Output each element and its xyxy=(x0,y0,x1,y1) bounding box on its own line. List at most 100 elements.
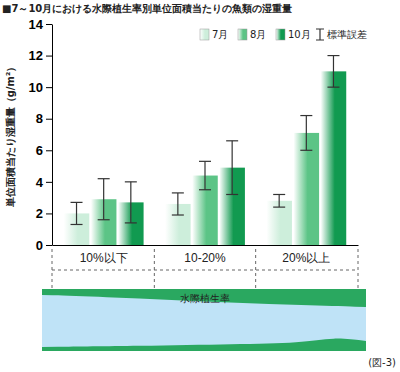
error-bar xyxy=(98,179,110,220)
y-tick-mark xyxy=(46,119,52,120)
river-bank xyxy=(42,339,366,351)
error-bar-cap xyxy=(172,192,184,193)
error-bar-cap xyxy=(172,214,184,215)
error-bar-cap xyxy=(199,161,211,162)
error-bar-cap xyxy=(273,207,285,208)
series xyxy=(64,193,292,245)
x-tick: 20%以上 xyxy=(282,251,330,265)
y-tick-label: 10 xyxy=(29,80,43,95)
error-bar xyxy=(71,202,83,224)
legend-swatch xyxy=(200,29,209,40)
error-bar-cap xyxy=(98,178,110,179)
chart: ■7～10月における水際植生率別単位面積当たりの魚類の湿重量 0 2 4 6 8 10 12 1… xyxy=(0,0,400,372)
y-tick-mark xyxy=(46,150,52,151)
error-bar xyxy=(273,194,285,207)
legend-error-symbol xyxy=(316,29,324,40)
y-axis-title: 単位面積当たり湿重量（g/m²） xyxy=(5,62,16,209)
error-bar-cap xyxy=(273,194,285,195)
river-water xyxy=(42,289,366,351)
separator-line xyxy=(52,249,53,289)
error-bar-cap xyxy=(98,219,110,220)
river-bank xyxy=(42,289,366,307)
x-tick: 10-20% xyxy=(184,251,226,265)
y-tick-label: 12 xyxy=(29,48,43,63)
separator-line xyxy=(358,249,359,289)
bar xyxy=(266,201,292,245)
bar xyxy=(321,71,347,245)
error-bar-cap xyxy=(71,202,83,203)
y-tick: 6 xyxy=(36,143,52,158)
error-bar xyxy=(199,161,211,189)
y-tick: 14 xyxy=(29,17,52,32)
error-bar-stem xyxy=(177,193,178,215)
y-tick-label: 14 xyxy=(29,17,44,32)
figure-number: (図-3) xyxy=(368,357,396,368)
legend-label: 10月 xyxy=(288,29,311,40)
y-tick-mark xyxy=(46,24,52,25)
x-axis: 10%以下 10-20% 20%以上 xyxy=(53,246,359,266)
error-bar-cap xyxy=(327,87,339,88)
error-bar-cap xyxy=(125,181,137,182)
y-tick: 0 xyxy=(36,238,52,253)
x-tick-label: 10-20% xyxy=(184,251,226,265)
x-axis-line xyxy=(53,245,359,246)
legend-label: 8月 xyxy=(250,29,266,40)
y-tick: 8 xyxy=(36,111,52,126)
legend-swatch xyxy=(276,29,285,40)
river-illustration xyxy=(42,289,366,351)
y-tick-mark xyxy=(46,87,52,88)
y-tick-label: 8 xyxy=(36,111,43,126)
error-bar xyxy=(327,56,339,88)
error-bar xyxy=(226,141,238,195)
y-tick-label: 2 xyxy=(36,206,43,221)
y-tick-mark xyxy=(46,213,52,214)
x-tick: 10%以下 xyxy=(80,251,128,265)
error-bar xyxy=(172,193,184,215)
error-bar-cap xyxy=(327,55,339,56)
y-tick-label: 0 xyxy=(36,238,43,253)
error-bar-stem xyxy=(130,182,131,223)
error-bar-cap xyxy=(226,140,238,141)
separator-line xyxy=(255,249,256,289)
y-tick-mark xyxy=(46,182,52,183)
error-bar-stem xyxy=(103,179,104,220)
legend-label: 7月 xyxy=(212,29,228,40)
plot-area: 0 2 4 6 8 10 12 14 10%以下 10-20% 20%以上 xyxy=(29,17,359,266)
y-tick: 10 xyxy=(29,80,52,95)
error-bar-stem xyxy=(232,141,233,195)
error-bar-stem xyxy=(204,161,205,189)
error-bar-stem xyxy=(76,202,77,224)
separators xyxy=(52,249,358,289)
error-bar-cap xyxy=(199,189,211,190)
error-bar-stem xyxy=(279,194,280,207)
legend-error-label: 標準誤差 xyxy=(327,29,367,40)
y-tick: 4 xyxy=(36,175,52,190)
y-tick-mark xyxy=(46,245,52,246)
series xyxy=(91,116,319,245)
y-tick-label: 4 xyxy=(36,175,44,190)
legend: 7月 8月 10月 標準誤差 xyxy=(200,29,367,40)
title: ■7～10月における水際植生率別単位面積当たりの魚類の湿重量 xyxy=(2,3,292,15)
y-tick-mark xyxy=(46,56,52,57)
separator-line xyxy=(154,249,155,289)
error-bar-cap xyxy=(300,115,312,116)
x-tick-label: 10%以下 xyxy=(80,251,128,265)
x-axis-title: 水際植生率 xyxy=(180,293,230,304)
error-bar-stem xyxy=(333,56,334,88)
x-tick-label: 20%以上 xyxy=(282,251,330,265)
bar xyxy=(294,133,320,245)
y-tick-label: 6 xyxy=(36,143,43,158)
error-bar-cap xyxy=(226,194,238,195)
bars xyxy=(64,56,346,245)
separator-line xyxy=(52,270,358,271)
y-axis-line xyxy=(52,25,53,246)
error-bar-stem xyxy=(306,116,307,151)
series xyxy=(118,56,346,245)
legend-swatch xyxy=(238,29,247,40)
error-bar xyxy=(125,182,137,223)
y-tick: 12 xyxy=(29,48,52,63)
error-bar-cap xyxy=(71,224,83,225)
error-bar-cap xyxy=(300,150,312,151)
y-axis: 0 2 4 6 8 10 12 14 xyxy=(29,17,53,253)
error-bar-cap xyxy=(125,222,137,223)
